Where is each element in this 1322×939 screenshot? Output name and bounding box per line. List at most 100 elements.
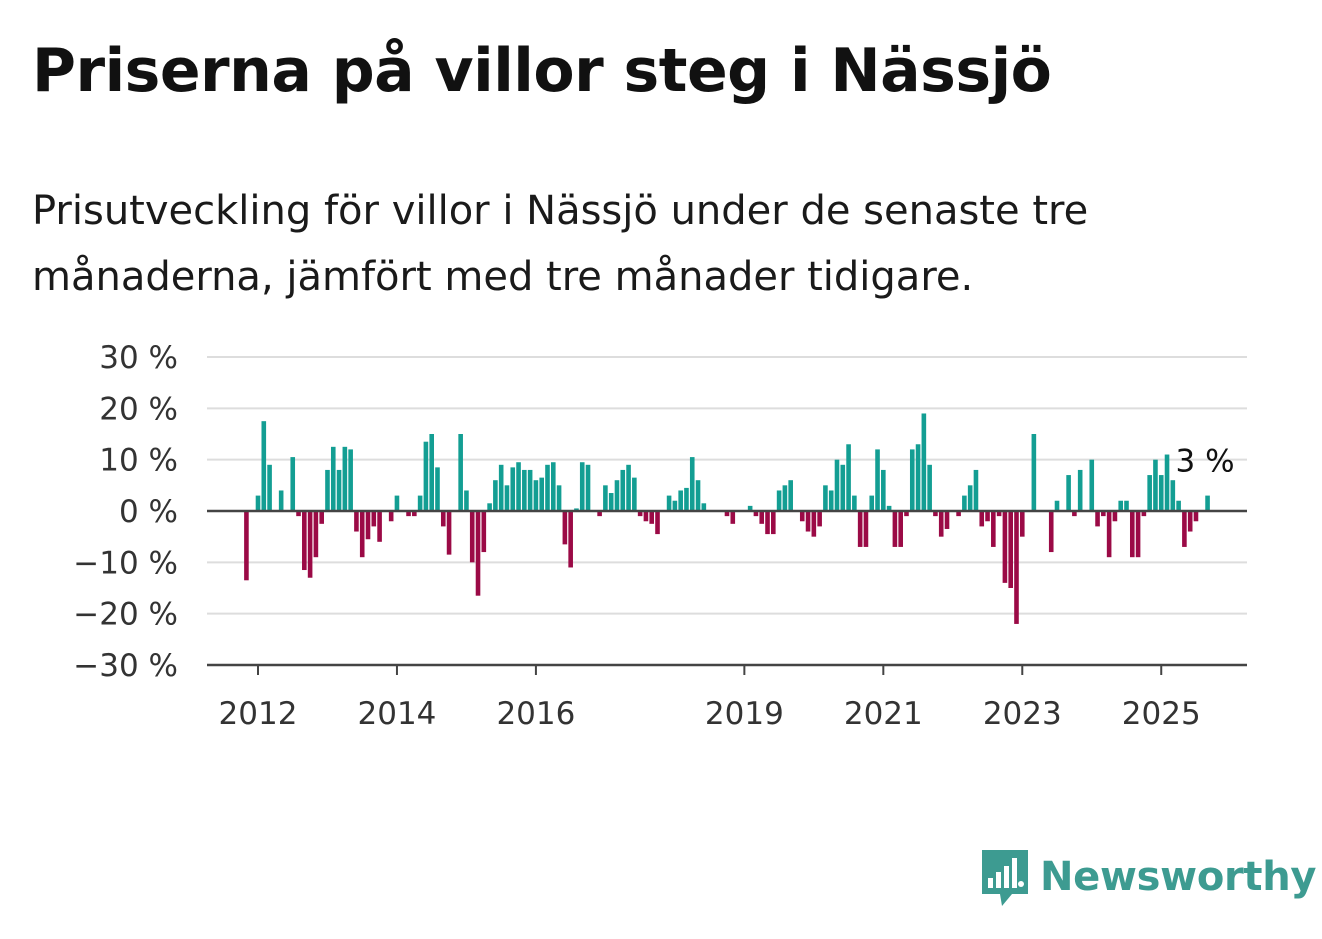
bar — [585, 464, 591, 511]
bar — [1176, 500, 1181, 511]
bar — [556, 485, 562, 511]
bar — [892, 511, 898, 547]
bar — [881, 469, 886, 511]
bar — [562, 511, 568, 545]
bar-chart-speech-bubble-icon — [982, 850, 1028, 906]
bar — [377, 511, 382, 542]
bar — [817, 511, 822, 527]
y-tick-label: 0 % — [119, 494, 178, 530]
bar — [1124, 500, 1129, 511]
bar — [608, 493, 614, 511]
bar — [857, 511, 863, 547]
bar — [747, 505, 753, 511]
bar — [765, 511, 770, 535]
bar — [649, 511, 655, 524]
bar — [846, 444, 851, 511]
bar — [973, 469, 979, 511]
x-axis-labels: 2012 2014 2016 2019 2021 2023 2025 — [219, 696, 1201, 732]
x-tick-label: 2023 — [983, 696, 1062, 732]
bar — [643, 511, 649, 522]
bar — [603, 485, 608, 511]
bar — [799, 511, 805, 522]
bar — [724, 511, 730, 517]
bar — [261, 421, 267, 511]
x-tick-label: 2014 — [358, 696, 437, 732]
bar — [1147, 475, 1152, 511]
bar — [863, 511, 869, 547]
bar — [921, 413, 927, 511]
bar — [1072, 511, 1077, 517]
bar — [1002, 511, 1008, 583]
bar — [898, 511, 903, 547]
bar — [828, 490, 834, 511]
y-tick-label: −10 % — [73, 545, 178, 581]
bar — [388, 511, 394, 522]
bar — [325, 469, 330, 511]
bar — [805, 511, 811, 532]
bar — [1164, 454, 1170, 511]
bar — [545, 464, 550, 511]
bar — [458, 434, 463, 511]
x-tick-label: 2016 — [496, 696, 575, 732]
bar — [307, 511, 313, 578]
bar — [776, 490, 782, 511]
bar — [672, 500, 678, 511]
bar — [1089, 459, 1095, 511]
bar — [1054, 500, 1060, 511]
chart-subtitle: Prisutveckling för villor i Nässjö under… — [32, 188, 1089, 300]
bar — [944, 511, 950, 529]
bar — [759, 511, 765, 524]
bar — [319, 511, 324, 524]
bar — [365, 511, 371, 540]
bar — [354, 511, 359, 532]
bar — [834, 459, 840, 511]
bar — [510, 467, 516, 511]
bar — [429, 434, 434, 511]
bar — [267, 464, 272, 511]
bar — [302, 511, 307, 571]
bar — [539, 477, 545, 511]
bar — [811, 511, 817, 537]
x-tick-label: 2019 — [705, 696, 784, 732]
bar — [296, 511, 301, 517]
bar — [359, 511, 365, 558]
bar — [678, 490, 683, 511]
bar — [1019, 511, 1025, 537]
bar — [1077, 469, 1083, 511]
x-tick-label: 2025 — [1122, 696, 1201, 732]
bar — [684, 487, 689, 511]
bar — [666, 495, 672, 511]
gridlines — [207, 356, 1247, 615]
y-tick-label: −20 % — [73, 597, 178, 633]
bar — [435, 467, 440, 511]
bar — [938, 511, 944, 537]
bar — [504, 485, 510, 511]
bar — [1129, 511, 1135, 558]
bar — [695, 480, 701, 511]
bar — [417, 495, 423, 511]
bar — [788, 480, 793, 511]
bar — [1170, 480, 1176, 511]
bar — [933, 511, 938, 517]
bar — [516, 462, 521, 511]
bar — [1048, 511, 1054, 553]
bar — [412, 511, 417, 517]
annotation: 3 % — [1176, 444, 1235, 480]
bar — [967, 485, 973, 511]
bar — [574, 508, 579, 511]
bar — [840, 464, 846, 511]
y-tick-label: 30 % — [99, 340, 178, 376]
bar — [1153, 459, 1158, 511]
bar — [1193, 511, 1199, 522]
bar — [278, 490, 284, 511]
bar — [730, 511, 736, 524]
bar — [915, 444, 921, 511]
bar — [782, 485, 788, 511]
bar — [962, 495, 967, 511]
bar — [927, 464, 932, 511]
bar — [1008, 511, 1013, 588]
bar — [701, 503, 707, 511]
bar — [464, 490, 469, 511]
bar — [1187, 511, 1193, 532]
